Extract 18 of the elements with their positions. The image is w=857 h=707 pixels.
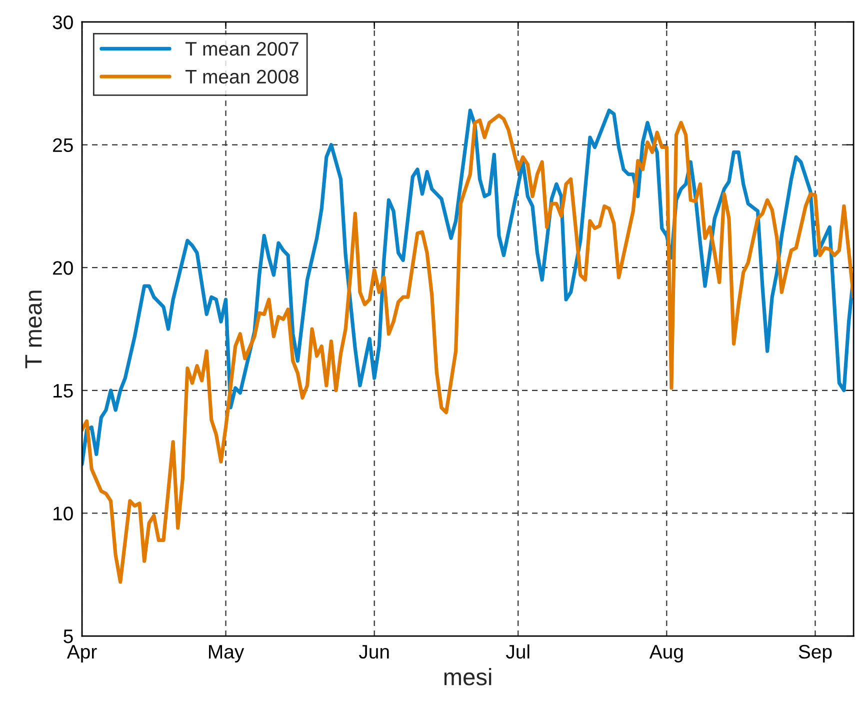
x-axis-title: mesi <box>444 668 492 686</box>
y-tick-label: 30 <box>52 15 73 30</box>
y-axis-title: T mean <box>25 290 42 368</box>
x-tick-label: Jun <box>358 645 389 659</box>
y-tick-label: 20 <box>53 261 73 275</box>
x-tick-label: Sep <box>798 644 832 662</box>
x-tick-label: Aug <box>649 645 683 662</box>
x-tick-label: May <box>209 645 244 662</box>
x-tick-label: Apr <box>66 645 97 662</box>
y-tick-label: 5 <box>64 630 73 644</box>
line-series <box>82 108 854 466</box>
y-tick-label: 15 <box>54 384 73 398</box>
x-tick-label: Jul <box>506 644 530 659</box>
legend-label: T mean 2008 <box>186 70 298 84</box>
y-tick-label: 25 <box>53 138 73 152</box>
legend-label: T mean 2007 <box>186 42 298 56</box>
y-tick-label: 10 <box>54 506 73 520</box>
line-series <box>82 114 854 584</box>
